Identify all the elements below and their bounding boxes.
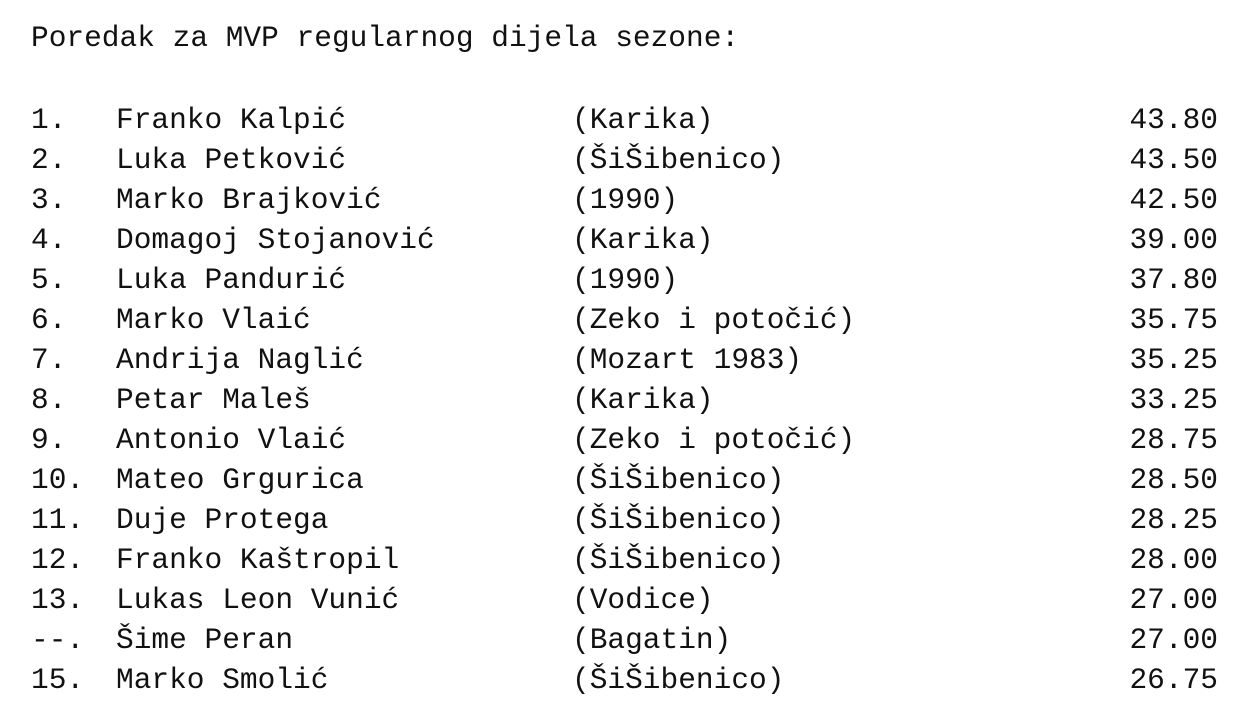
player-name-cell: Marko Smolić <box>116 663 329 697</box>
table-row: 4. Domagoj Stojanović (Karika) 39.00 <box>0 220 1252 260</box>
player-name-cell: Luka Pandurić <box>116 263 347 297</box>
rank-cell: 13. <box>31 583 85 617</box>
table-row: 13. Lukas Leon Vunić (Vodice) 27.00 <box>0 580 1252 620</box>
player-name-cell: Petar Maleš <box>116 383 311 417</box>
player-name-cell: Lukas Leon Vunić <box>116 583 400 617</box>
table-row: 6. Marko Vlaić (Zeko i potočić) 35.75 <box>0 300 1252 340</box>
score-cell: 28.00 <box>1129 543 1218 577</box>
player-name-cell: Marko Vlaić <box>116 303 311 337</box>
player-name-cell: Duje Protega <box>116 503 329 537</box>
table-row: 10. Mateo Grgurica (ŠiŠibenico) 28.50 <box>0 460 1252 500</box>
player-name-cell: Šime Peran <box>116 623 294 657</box>
rank-cell: 3. <box>31 183 67 217</box>
team-name-cell: (ŠiŠibenico) <box>572 663 785 697</box>
score-cell: 35.75 <box>1129 303 1218 337</box>
team-name-cell: (Karika) <box>572 383 714 417</box>
player-name-cell: Antonio Vlaić <box>116 423 347 457</box>
page-title: Poredak za MVP regularnog dijela sezone: <box>31 21 740 55</box>
player-name-cell: Luka Petković <box>116 143 347 177</box>
rank-cell: 15. <box>31 663 85 697</box>
table-row: 9. Antonio Vlaić (Zeko i potočić) 28.75 <box>0 420 1252 460</box>
player-name-cell: Franko Kaštropil <box>116 543 400 577</box>
team-name-cell: (Karika) <box>572 103 714 137</box>
rank-cell: 12. <box>31 543 85 577</box>
score-cell: 26.75 <box>1129 663 1218 697</box>
score-cell: 39.00 <box>1129 223 1218 257</box>
rank-cell: 8. <box>31 383 67 417</box>
rank-cell: 11. <box>31 503 85 537</box>
score-cell: 28.50 <box>1129 463 1218 497</box>
player-name-cell: Franko Kalpić <box>116 103 347 137</box>
score-cell: 27.00 <box>1129 623 1218 657</box>
team-name-cell: (Vodice) <box>572 583 714 617</box>
table-row: 8. Petar Maleš (Karika) 33.25 <box>0 380 1252 420</box>
team-name-cell: (1990) <box>572 183 679 217</box>
score-cell: 43.50 <box>1129 143 1218 177</box>
team-name-cell: (ŠiŠibenico) <box>572 143 785 177</box>
rank-cell: 4. <box>31 223 67 257</box>
table-row: 2. Luka Petković (ŠiŠibenico) 43.50 <box>0 140 1252 180</box>
table-row: 11. Duje Protega (ŠiŠibenico) 28.25 <box>0 500 1252 540</box>
rank-cell: 7. <box>31 343 67 377</box>
team-name-cell: (ŠiŠibenico) <box>572 503 785 537</box>
team-name-cell: (ŠiŠibenico) <box>572 543 785 577</box>
score-cell: 37.80 <box>1129 263 1218 297</box>
player-name-cell: Domagoj Stojanović <box>116 223 435 257</box>
table-row: 1. Franko Kalpić (Karika) 43.80 <box>0 100 1252 140</box>
table-row: 12. Franko Kaštropil (ŠiŠibenico) 28.00 <box>0 540 1252 580</box>
team-name-cell: (1990) <box>572 263 679 297</box>
table-row: --. Šime Peran (Bagatin) 27.00 <box>0 620 1252 660</box>
score-cell: 33.25 <box>1129 383 1218 417</box>
rank-cell: 10. <box>31 463 85 497</box>
rank-cell: 1. <box>31 103 67 137</box>
table-row: 5. Luka Pandurić (1990) 37.80 <box>0 260 1252 300</box>
player-name-cell: Marko Brajković <box>116 183 382 217</box>
score-cell: 35.25 <box>1129 343 1218 377</box>
mvp-ranking-table: 1. Franko Kalpić (Karika) 43.80 2. Luka Petko… <box>0 100 1252 700</box>
team-name-cell: (Zeko i potočić) <box>572 423 856 457</box>
team-name-cell: (Karika) <box>572 223 714 257</box>
score-cell: 43.80 <box>1129 103 1218 137</box>
score-cell: 28.75 <box>1129 423 1218 457</box>
table-row: 15. Marko Smolić (ŠiŠibenico) 26.75 <box>0 660 1252 700</box>
rank-cell: 6. <box>31 303 67 337</box>
score-cell: 27.00 <box>1129 583 1218 617</box>
team-name-cell: (Mozart 1983) <box>572 343 803 377</box>
team-name-cell: (Bagatin) <box>572 623 732 657</box>
rank-cell: 2. <box>31 143 67 177</box>
team-name-cell: (Zeko i potočić) <box>572 303 856 337</box>
table-row: 7. Andrija Naglić (Mozart 1983) 35.25 <box>0 340 1252 380</box>
rank-cell: 9. <box>31 423 67 457</box>
team-name-cell: (ŠiŠibenico) <box>572 463 785 497</box>
score-cell: 42.50 <box>1129 183 1218 217</box>
table-row: 3. Marko Brajković (1990) 42.50 <box>0 180 1252 220</box>
score-cell: 28.25 <box>1129 503 1218 537</box>
rank-cell: --. <box>31 623 85 657</box>
player-name-cell: Andrija Naglić <box>116 343 364 377</box>
player-name-cell: Mateo Grgurica <box>116 463 364 497</box>
rank-cell: 5. <box>31 263 67 297</box>
